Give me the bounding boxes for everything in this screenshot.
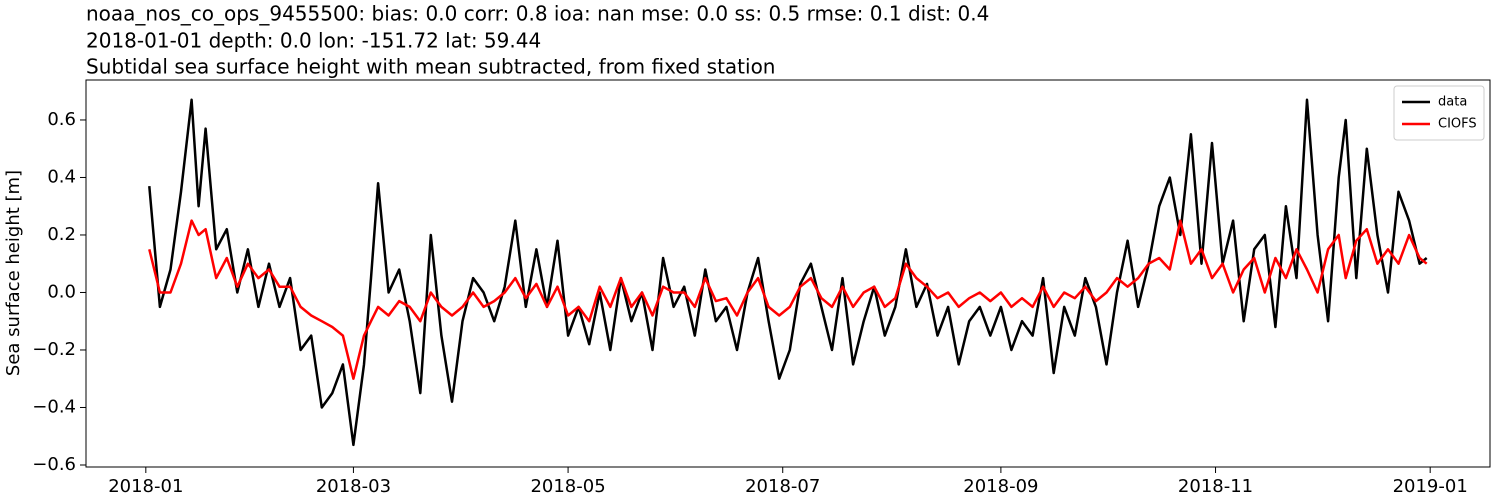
data-line [148,98,1428,447]
x-tick-label: 2018-03 [316,476,391,497]
y-tick-label: −0.2 [32,339,76,360]
y-tick-label: 0.2 [47,224,76,245]
x-tick-label: 2018-05 [530,476,605,497]
y-axis-label: Sea surface height [m] [3,170,24,376]
chart-title: noaa_nos_co_ops_9455500: bias: 0.0 corr:… [86,2,989,26]
y-tick-label: −0.4 [32,396,76,417]
x-tick-label: 2018-07 [745,476,820,497]
plot-frame [85,79,1491,468]
legend-box [1393,85,1485,141]
legend-text: data [1438,95,1467,110]
legend-text: CIOFS [1438,117,1477,132]
y-tick-label: 0.4 [47,166,76,187]
data-line [148,219,1428,380]
x-tick-label: 2018-09 [963,476,1038,497]
chart-title: 2018-01-01 depth: 0.0 lon: -151.72 lat: … [86,29,541,53]
x-tick-label: 2018-01 [108,476,183,497]
y-tick-label: 0.6 [47,109,76,130]
y-tick-label: 0.0 [47,281,76,302]
x-tick-label: 2019-01 [1393,476,1468,497]
x-tick-label: 2018-11 [1178,476,1253,497]
chart-title: Subtidal sea surface height with mean su… [86,55,775,79]
y-tick-label: −0.6 [32,454,76,475]
